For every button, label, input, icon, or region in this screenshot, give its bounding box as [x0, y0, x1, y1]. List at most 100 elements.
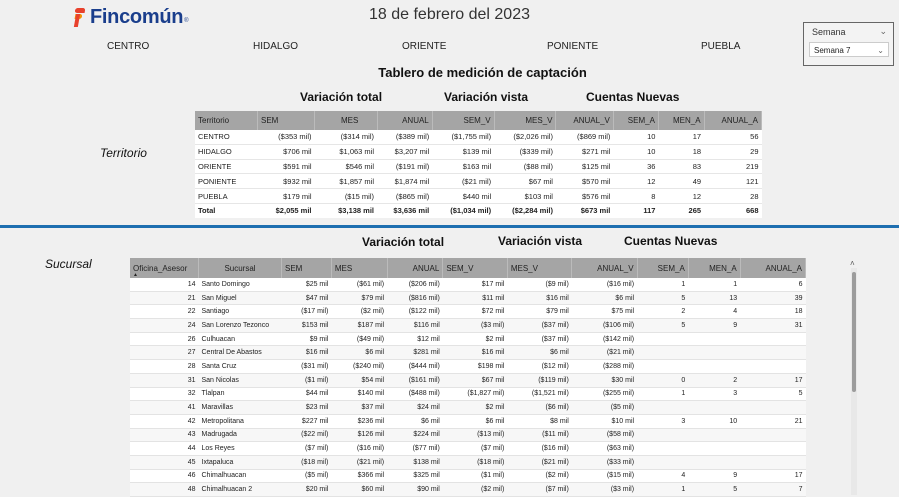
table-cell: ($389 mil)	[377, 130, 433, 145]
col-header-mes[interactable]: MES	[331, 258, 388, 278]
table-row[interactable]: 26 Culhuacan $9 mil ($49 mil) $12 mil $2 mil(…	[130, 332, 806, 347]
table-row: PUEBLA $179 mil ($15 mil) ($865 mil) $440 mi…	[195, 188, 762, 204]
table-cell: $79 mil	[507, 304, 572, 320]
table-cell: 29	[704, 144, 762, 160]
table-cell: 4	[637, 469, 689, 484]
table-cell: $8 mil	[507, 414, 572, 429]
table-row[interactable]: 14 Santo Domingo $25 mil ($61 mil) ($206 mil…	[130, 278, 806, 292]
table-cell: 2	[637, 304, 689, 320]
table-row[interactable]: 41 Maravillas $23 mil $37 mil $24 mil $2 mil(…	[130, 400, 806, 415]
table-cell: 83	[658, 159, 705, 175]
table-cell: CENTRO	[195, 130, 258, 145]
nav-oriente-button[interactable]: ORIENTE	[402, 41, 447, 52]
col-header-sem[interactable]: SEM	[257, 111, 315, 130]
table-row[interactable]: 46 Chimalhuacan ($5 mil) $366 mil $325 mil ($…	[130, 469, 806, 484]
table-cell	[637, 441, 689, 456]
table-row[interactable]: 21 San Miguel $47 mil $79 mil ($816 mil) $11 …	[130, 291, 806, 306]
table-cell: $576 mil	[555, 188, 614, 204]
nav-poniente-button[interactable]: PONIENTE	[547, 41, 599, 52]
table-cell: 10	[688, 414, 741, 429]
col-header-men-a[interactable]: MEN_A	[688, 258, 741, 278]
table-cell: ($61 mil)	[331, 278, 388, 292]
chevron-down-icon[interactable]: ⌄	[879, 26, 887, 36]
col-header-sem-v[interactable]: SEM_V	[442, 258, 508, 278]
table-cell	[637, 455, 689, 470]
table-cell	[740, 332, 806, 347]
table-row[interactable]: 31 San Nicolas ($1 mil) $54 mil ($161 mil) $6…	[130, 373, 806, 388]
table-cell: ($31 mil)	[281, 359, 332, 374]
col-header-territorio[interactable]: Territorio	[195, 111, 258, 130]
table-row[interactable]: 42 Metropolitana $227 mil $236 mil $6 mil $6 …	[130, 414, 806, 429]
nav-centro-button[interactable]: CENTRO	[107, 41, 150, 52]
table-cell	[740, 441, 806, 456]
col-header-men-a[interactable]: MEN_A	[658, 111, 705, 130]
table-row[interactable]: 45 Ixtapaluca ($18 mil) ($21 mil) $138 mil ($…	[130, 455, 806, 470]
col-header-mes-v[interactable]: MES_V	[494, 111, 557, 130]
sort-asc-icon: ▲	[133, 272, 138, 278]
col-header-anual-v[interactable]: ANUAL_V	[555, 111, 614, 130]
table-cell: 21	[130, 291, 199, 306]
table-cell: Metropolitana	[198, 414, 282, 429]
table-cell: $325 mil	[387, 469, 443, 484]
table-cell: Chimalhuacan	[198, 469, 282, 484]
table-row[interactable]: 24 San Lorenzo Tezonco $153 mil $187 mil $11…	[130, 318, 806, 333]
table-cell: $706 mil	[257, 144, 315, 160]
table-row[interactable]: 43 Madrugada ($22 mil) $126 mil $224 mil ($13…	[130, 428, 806, 443]
col-header-anual-v[interactable]: ANUAL_V	[571, 258, 638, 278]
table-row[interactable]: 32 Tlalpan $44 mil $140 mil ($488 mil) ($1,82…	[130, 387, 806, 402]
table-cell: ($869 mil)	[555, 130, 614, 145]
group-variacion-vista-sucursal: Variación vista	[498, 234, 583, 248]
scrollbar-thumb[interactable]	[852, 272, 856, 392]
table-row[interactable]: 22 Santiago ($17 mil) ($2 mil) ($122 mil) $72…	[130, 304, 806, 320]
group-cuentas-nuevas: Cuentas Nuevas	[586, 90, 680, 104]
col-header-sucursal[interactable]: Sucursal	[198, 258, 282, 278]
nav-hidalgo-button[interactable]: HIDALGO	[253, 41, 299, 52]
table-cell: 12	[658, 188, 705, 204]
table-cell: 26	[130, 332, 199, 347]
table-cell: 44	[130, 441, 199, 456]
table-cell: 10	[613, 130, 659, 145]
table-cell: 12	[613, 173, 659, 190]
table-row[interactable]: 48 Chimalhuacan 2 $20 mil $60 mil $90 mil ($2…	[130, 482, 806, 497]
table-cell: ($353 mil)	[257, 130, 315, 145]
table-cell: Santo Domingo	[198, 278, 282, 292]
table-cell: ($22 mil)	[281, 428, 332, 443]
col-header-sem-a[interactable]: SEM_A	[613, 111, 659, 130]
col-header-sem[interactable]: SEM	[281, 258, 332, 278]
table-cell: $79 mil	[331, 291, 388, 306]
table-row[interactable]: 28 Santa Cruz ($31 mil) ($240 mil) ($444 mil…	[130, 359, 806, 374]
dashboard-title: Tablero de medición de captación	[378, 65, 587, 80]
week-dropdown[interactable]: Semana 7 ⌄	[809, 42, 889, 57]
table-cell: $6 mil	[507, 345, 572, 361]
table-cell: $37 mil	[331, 400, 388, 415]
col-header-oficina-asesor[interactable]: Oficina_Asesor ▲	[130, 258, 199, 278]
table-cell: 5	[740, 387, 806, 402]
table-cell: Central De Abastos	[198, 345, 282, 361]
col-header-anual[interactable]: ANUAL	[387, 258, 444, 278]
table-cell: 117	[613, 203, 659, 218]
scroll-up-icon[interactable]: ˄	[850, 259, 855, 268]
table-row[interactable]: 44 Los Reyes ($7 mil) ($16 mil) ($77 mil) ($7…	[130, 441, 806, 456]
table-cell: 265	[658, 203, 705, 218]
col-header-mes[interactable]: MES	[314, 111, 378, 130]
col-header-anual-a[interactable]: ANUAL_A	[704, 111, 763, 130]
nav-puebla-button[interactable]: PUEBLA	[701, 41, 741, 52]
table-cell: $440 mil	[432, 188, 495, 204]
col-header-anual[interactable]: ANUAL	[377, 111, 433, 130]
table-cell: 21	[740, 414, 806, 429]
table-cell: $673 mil	[555, 203, 614, 218]
table-cell: ($9 mil)	[507, 278, 572, 292]
col-header-mes-v[interactable]: MES_V	[507, 258, 573, 278]
table-cell: ($1,521 mil)	[507, 387, 572, 402]
table-cell: 5	[688, 482, 741, 497]
table-cell	[688, 400, 741, 415]
col-header-sem-a[interactable]: SEM_A	[637, 258, 689, 278]
table-cell: Chimalhuacan 2	[198, 482, 282, 497]
col-header-sem-v[interactable]: SEM_V	[432, 111, 495, 130]
col-header-anual-a[interactable]: ANUAL_A	[740, 258, 807, 278]
table-row[interactable]: 27 Central De Abastos $16 mil $6 mil $281 mi…	[130, 345, 806, 361]
fincomun-logo: Fincomún ®	[73, 4, 189, 30]
table-cell: ($63 mil)	[571, 441, 638, 456]
table-cell: 43	[130, 428, 199, 443]
table-cell: ($21 mil)	[432, 173, 495, 190]
